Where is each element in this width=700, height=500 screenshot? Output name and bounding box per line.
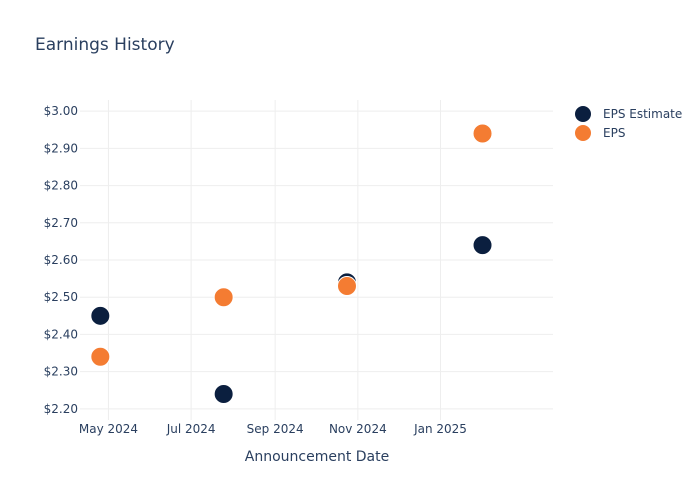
legend: EPS Estimate EPS [575, 106, 682, 141]
x-axis-ticks: May 2024 Jul 2024 Sep 2024 Nov 2024 Jan 2025 [79, 422, 467, 436]
y-tick-label: $2.80 [44, 179, 78, 193]
grid-lines [80, 100, 553, 420]
data-point [336, 276, 357, 297]
data-points [90, 123, 493, 404]
y-tick-label: $2.90 [44, 141, 78, 155]
x-tick-label: May 2024 [79, 422, 138, 436]
x-tick-label: Jan 2025 [413, 422, 467, 436]
y-tick-label: $2.50 [44, 290, 78, 304]
legend-item[interactable]: EPS [575, 125, 625, 141]
y-axis-ticks: $2.20 $2.30 $2.40 $2.50 $2.60 $2.70 $2.80 $2.90… [44, 104, 78, 416]
data-point [472, 123, 493, 144]
data-point [472, 235, 493, 256]
x-tick-label: Nov 2024 [329, 422, 387, 436]
x-axis-title: Announcement Date [245, 449, 389, 465]
y-tick-label: $2.60 [44, 253, 78, 267]
series-eps [90, 123, 493, 367]
legend-label: EPS Estimate [603, 107, 682, 121]
y-tick-label: $2.70 [44, 216, 78, 230]
x-tick-label: Jul 2024 [166, 422, 216, 436]
y-tick-label: $3.00 [44, 104, 78, 118]
y-tick-label: $2.20 [44, 402, 78, 416]
x-tick-label: Sep 2024 [247, 422, 304, 436]
legend-label: EPS [603, 126, 625, 140]
y-tick-label: $2.40 [44, 327, 78, 341]
data-point [90, 305, 111, 326]
data-point [213, 287, 234, 308]
legend-marker [575, 125, 591, 141]
legend-marker [575, 106, 591, 122]
chart-title: Earnings History [35, 35, 175, 55]
series-eps-estimate [90, 235, 493, 404]
data-point [213, 383, 234, 404]
data-point [90, 346, 111, 367]
legend-item[interactable]: EPS Estimate [575, 106, 682, 122]
y-tick-label: $2.30 [44, 365, 78, 379]
